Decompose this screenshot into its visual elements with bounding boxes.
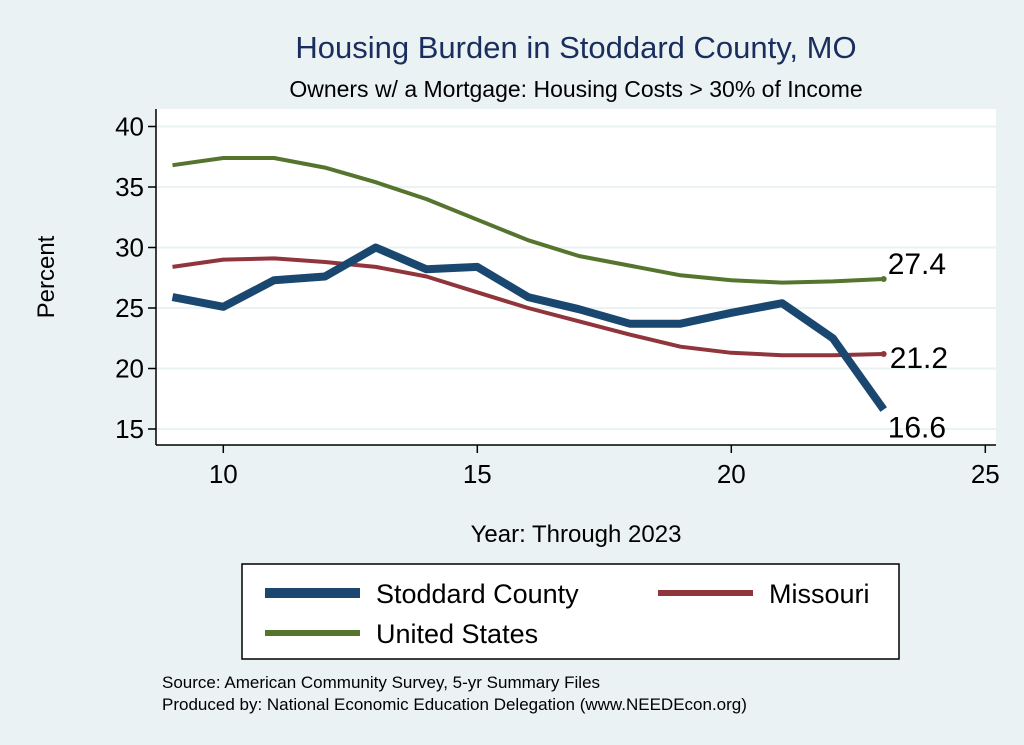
legend-label-united-states: United States — [376, 619, 538, 649]
y-tick-label-40: 40 — [115, 112, 144, 142]
chart-title: Housing Burden in Stoddard County, MO — [295, 30, 856, 65]
legend: Stoddard County Missouri United States — [241, 563, 900, 660]
x-tick-label-10: 10 — [209, 459, 238, 489]
end-labels: 16.6 21.2 27.4 — [880, 248, 948, 445]
legend-box — [241, 563, 900, 660]
series-line-missouri — [172, 256, 884, 358]
end-marker-united-states — [880, 275, 887, 282]
end-label-missouri: 21.2 — [890, 342, 948, 375]
y-tick-label-30: 30 — [115, 233, 144, 263]
series-line-united-states — [172, 156, 884, 285]
x-tick-label-25: 25 — [971, 459, 1000, 489]
y-tick-label-35: 35 — [115, 172, 144, 202]
axes: 15 20 25 30 35 40 10 15 20 25 — [115, 109, 1000, 489]
y-axis-label: Percent — [33, 235, 60, 318]
y-tick-label-20: 20 — [115, 354, 144, 384]
produced-by-note: Produced by: National Economic Education… — [162, 695, 747, 714]
legend-label-missouri: Missouri — [769, 579, 870, 609]
x-tick-label-15: 15 — [463, 459, 492, 489]
y-tick-label-25: 25 — [115, 293, 144, 323]
chart-subtitle: Owners w/ a Mortgage: Housing Costs > 30… — [289, 76, 862, 102]
end-label-united-states: 27.4 — [888, 248, 946, 281]
series-line-stoddard-county — [171, 243, 887, 412]
y-tick-label-15: 15 — [115, 414, 144, 444]
end-label-stoddard-county: 16.6 — [888, 412, 946, 445]
end-marker-missouri — [880, 350, 887, 357]
series-lines — [171, 156, 887, 412]
x-tick-label-20: 20 — [717, 459, 746, 489]
legend-label-stoddard: Stoddard County — [376, 579, 579, 609]
source-note: Source: American Community Survey, 5-yr … — [162, 673, 600, 692]
x-axis-label: Year: Through 2023 — [471, 521, 682, 548]
